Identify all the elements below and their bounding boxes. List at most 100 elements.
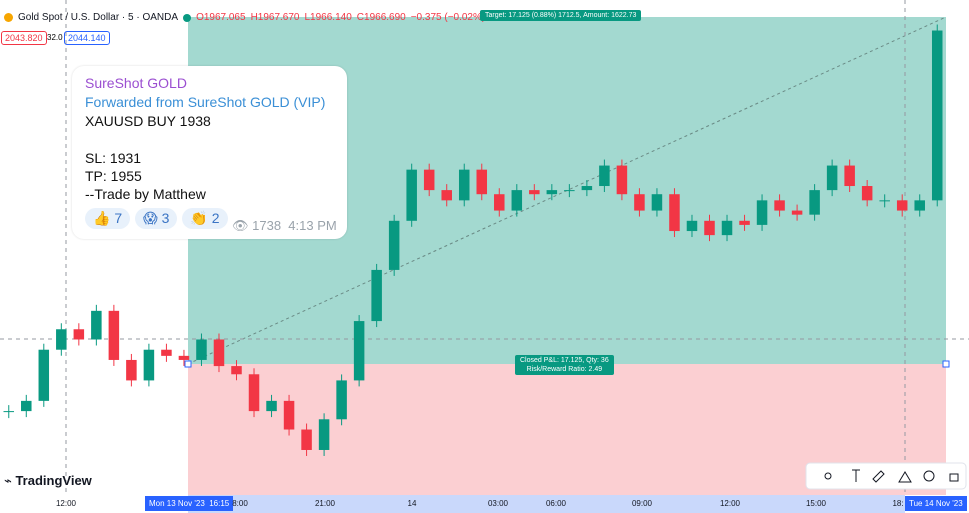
message-line: --Trade by Matthew [85, 186, 206, 202]
time-label: 03:00 [487, 499, 509, 508]
candle [21, 400, 32, 412]
candle [669, 194, 680, 232]
time-label: 15:00 [805, 499, 827, 508]
message-line: XAUUSD BUY 1938 [85, 113, 211, 129]
candle [564, 190, 575, 192]
handle[interactable] [942, 360, 950, 368]
candle [301, 429, 312, 450]
candle [231, 366, 242, 375]
time-label: 12:00 [55, 499, 77, 508]
candle [213, 339, 225, 367]
candle [616, 165, 628, 195]
time-label: 18: [892, 499, 904, 508]
message-line: TP: 1955 [85, 168, 142, 184]
symbol: Gold Spot / U.S. Dollar · 5 · OANDA [18, 12, 179, 23]
candle [791, 210, 803, 215]
reaction[interactable]: 👍 7 [85, 208, 131, 229]
candle [423, 169, 435, 191]
time-label: 8:00 [232, 499, 248, 508]
candle [739, 220, 750, 225]
sell-price[interactable]: 2043.820 [1, 31, 47, 45]
header: Gold Spot / U.S. Dollar · 5 · OANDA O196… [4, 12, 485, 23]
low: L1966.140 [304, 12, 352, 23]
date: Mon 13 Nov '23 [149, 499, 205, 508]
count: 7 [114, 210, 123, 226]
count: 2 [211, 210, 220, 226]
candle [581, 186, 593, 191]
candle [91, 310, 102, 340]
time-range [188, 495, 905, 513]
icon [4, 13, 13, 22]
message-line: SL: 1931 [85, 150, 142, 166]
candle [458, 169, 470, 201]
candle [494, 194, 505, 211]
spread: 32.0 [47, 33, 63, 42]
candle [196, 339, 207, 360]
time-label: 14 [407, 499, 417, 508]
brand-name: TradingView [15, 473, 92, 488]
candle [756, 200, 768, 225]
views: 1738 [252, 218, 282, 233]
change: −0.375 (−0.02%) [410, 12, 486, 23]
channel: SureShot GOLD [85, 75, 187, 91]
emoji: 👏 [190, 210, 208, 226]
candle [178, 355, 190, 360]
candle [931, 30, 943, 201]
candle [476, 169, 488, 195]
status [183, 13, 192, 22]
candle [914, 200, 925, 211]
reaction[interactable]: 😱 3 [135, 208, 178, 229]
candle [546, 190, 558, 195]
candle [266, 400, 277, 412]
candle [441, 190, 452, 201]
candle [38, 349, 50, 401]
buy-price[interactable]: 2044.140 [64, 31, 110, 45]
date-end: Tue 14 Nov '23 [905, 496, 967, 511]
time: 4:13 PM [288, 218, 337, 233]
meta: 👁 1738 4:13 PM [232, 218, 337, 233]
time-label: 09:00 [631, 499, 653, 508]
date-start: Mon 13 Nov '23 16:15 [145, 496, 234, 511]
candle [599, 165, 610, 187]
close: C1966.690 [356, 12, 406, 23]
open: O1967.065 [196, 12, 246, 23]
brand: ⌁ TradingView [4, 473, 92, 488]
emoji: 😱 [143, 210, 158, 226]
candle [108, 310, 120, 360]
message-card: SureShot GOLD Forwarded from SureShot GO… [72, 66, 347, 239]
count: 3 [161, 210, 170, 226]
emoji: 👍 [93, 210, 111, 226]
candle [879, 200, 890, 202]
candle [56, 329, 67, 350]
candle [161, 349, 172, 356]
reactions: 👍 7 😱 3 👏 2 [85, 208, 228, 229]
high: H1967.670 [250, 12, 300, 23]
time: 16:15 [209, 499, 230, 508]
reaction[interactable]: 👏 2 [182, 208, 228, 229]
candle [318, 419, 330, 450]
candle [388, 220, 400, 270]
target-label: Target: 17.125 (0.88%) 1712.5, Amount: 1… [480, 10, 642, 21]
candle [336, 380, 347, 420]
candle [529, 190, 540, 195]
candle [844, 165, 855, 187]
toolbar-icons[interactable] [824, 469, 959, 483]
candle [126, 359, 137, 381]
candle [686, 220, 698, 232]
candle [861, 186, 873, 201]
handle[interactable] [184, 360, 192, 368]
candle [73, 329, 85, 340]
candle [248, 374, 260, 412]
candle [704, 220, 715, 236]
candle [896, 200, 908, 211]
time-label: 06:00 [545, 499, 567, 508]
candle [143, 349, 155, 381]
candle [809, 190, 820, 215]
candle [283, 400, 295, 430]
time-label: 12:00 [719, 499, 741, 508]
pnl: Closed P&L: 17.125, Qty: 36 [520, 357, 609, 364]
candle [371, 269, 382, 322]
candle [721, 220, 733, 236]
time-label: 21:00 [314, 499, 336, 508]
